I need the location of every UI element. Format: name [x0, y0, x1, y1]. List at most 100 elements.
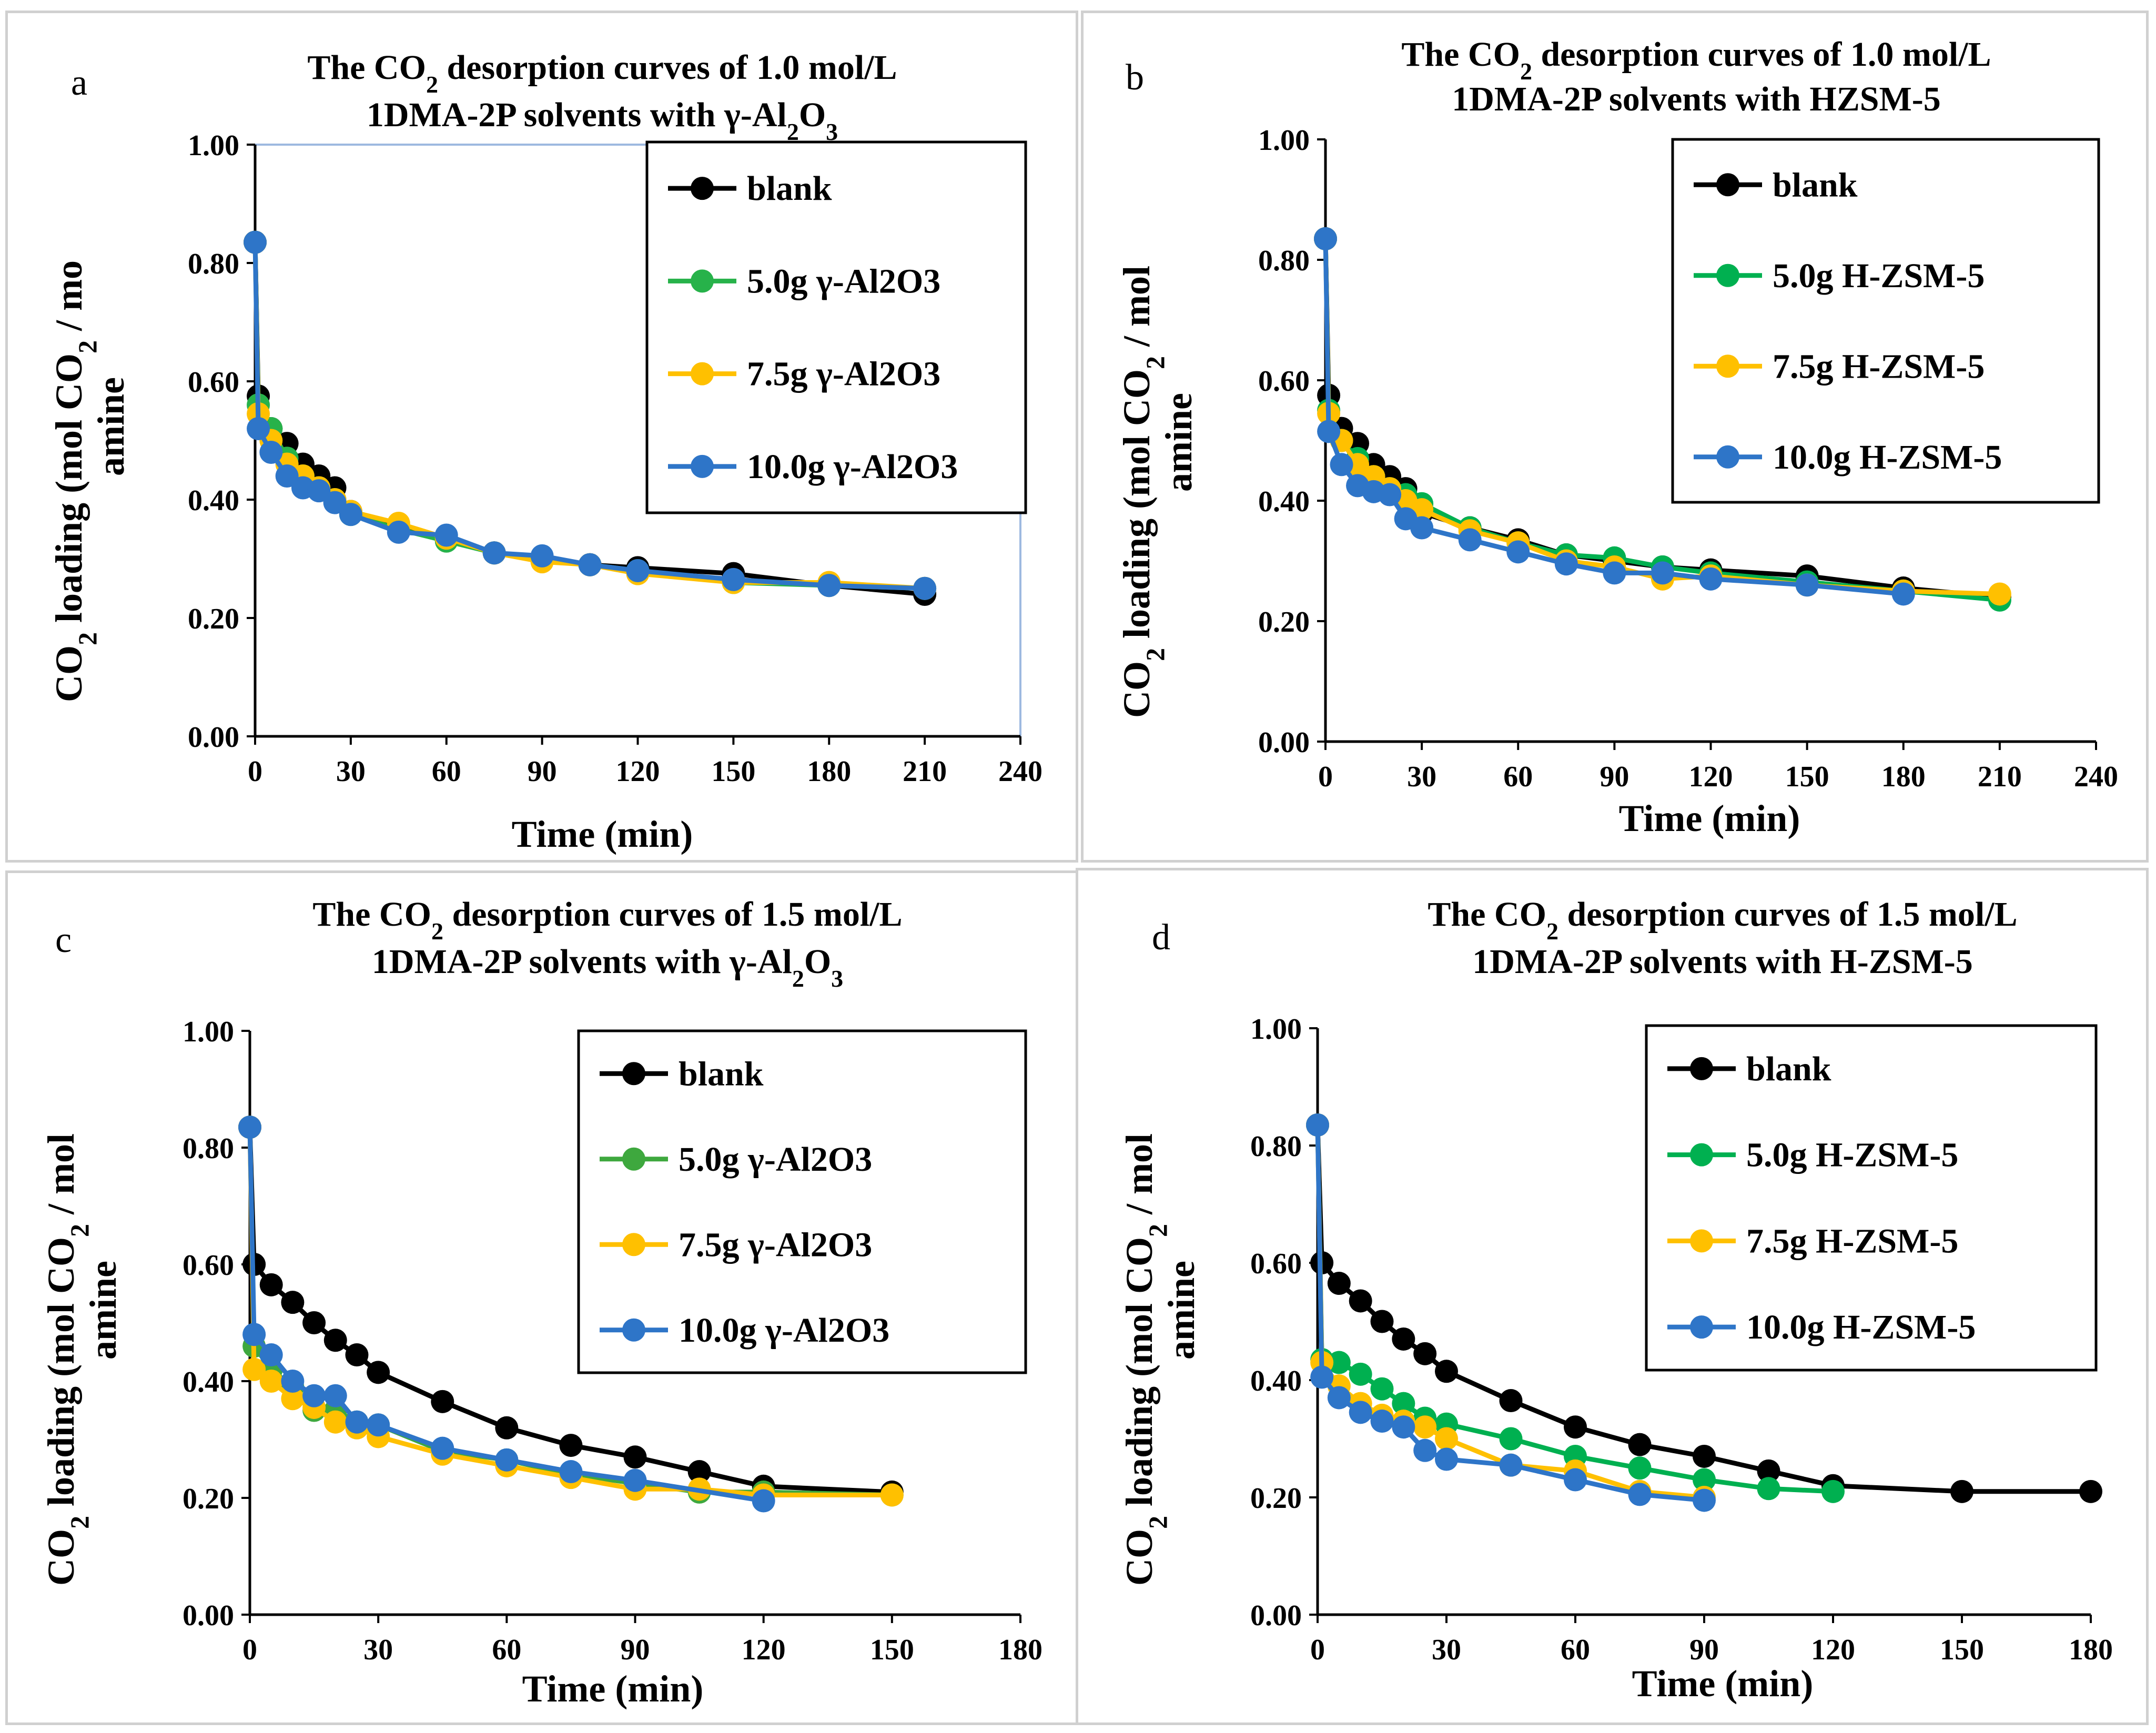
- data-point: [345, 1410, 369, 1434]
- data-point: [281, 1387, 305, 1411]
- data-point: [1392, 1392, 1415, 1415]
- data-point: [559, 1434, 583, 1457]
- legend-swatch-marker: [1716, 445, 1739, 469]
- data-point: [307, 479, 331, 503]
- data-point: [1821, 1479, 1845, 1503]
- x-tick-label: 180: [1881, 761, 1926, 793]
- y-tick-label: 0.20: [1250, 1482, 1302, 1515]
- y-axis-title: CO2 loading (mol CO2 / mol: [1116, 266, 1170, 718]
- data-point: [1564, 1415, 1587, 1439]
- y-axis-title-line2: amine: [1160, 1261, 1202, 1360]
- x-tick-label: 120: [616, 755, 660, 788]
- data-point: [1330, 453, 1353, 477]
- chart-title-line2: 1DMA-2P solvents with γ-Al2O3: [372, 942, 843, 992]
- x-tick-label: 0: [248, 755, 262, 788]
- x-tick-label: 90: [528, 755, 557, 788]
- data-point: [1693, 1444, 1716, 1468]
- y-tick-label: 0.60: [1250, 1248, 1302, 1280]
- y-axis-title-line2: amine: [1158, 393, 1200, 492]
- y-tick-label: 0.00: [188, 721, 239, 754]
- legend-entry: 5.0g γ-Al2O3: [747, 262, 940, 300]
- data-point: [1327, 1351, 1351, 1374]
- data-point: [323, 1384, 347, 1407]
- y-tick-label: 0.00: [1258, 726, 1310, 759]
- x-tick-label: 150: [711, 755, 755, 788]
- x-tick-label: 90: [1600, 761, 1629, 793]
- legend-box: [1671, 138, 2100, 504]
- legend-swatch-marker: [1690, 1315, 1713, 1339]
- x-tick-label: 210: [1978, 761, 2022, 793]
- legend-entry: 5.0g H-ZSM-5: [1746, 1136, 1958, 1174]
- x-tick-label: 240: [2074, 761, 2118, 793]
- chart-title-line1: The CO2 desorption curves of 1.5 mol/L: [312, 895, 902, 945]
- data-point: [323, 491, 347, 514]
- y-tick-label: 0.40: [183, 1366, 234, 1398]
- legend-entry: blank: [679, 1055, 764, 1093]
- x-tick-label: 30: [336, 755, 366, 788]
- data-point: [722, 567, 745, 591]
- data-point: [431, 1390, 454, 1413]
- chart-title-line1: The CO2 desorption curves of 1.0 mol/L: [307, 48, 897, 98]
- x-tick-label: 0: [1318, 761, 1333, 793]
- data-point: [1435, 1360, 1458, 1383]
- y-tick-label: 1.00: [188, 129, 239, 162]
- legend-entry: 7.5g γ-Al2O3: [747, 355, 940, 393]
- legend-swatch-marker: [691, 362, 714, 386]
- data-point: [2079, 1479, 2102, 1503]
- data-point: [1988, 582, 2011, 606]
- data-point: [1314, 227, 1337, 250]
- data-point: [1795, 573, 1819, 597]
- data-point: [1413, 1415, 1437, 1439]
- legend-swatch-marker: [1690, 1229, 1713, 1253]
- data-point: [1699, 567, 1723, 591]
- chart-c: c The CO2 desorption curves of 1.5 mol/L1…: [40, 895, 1042, 1710]
- y-tick-label: 0.60: [183, 1249, 234, 1282]
- data-point: [530, 544, 554, 567]
- x-tick-label: 180: [807, 755, 851, 788]
- data-point: [1370, 1310, 1394, 1333]
- data-point: [367, 1361, 390, 1384]
- data-point: [259, 1370, 283, 1393]
- data-point: [1950, 1479, 1973, 1503]
- y-tick-label: 0.40: [188, 484, 239, 517]
- legend-swatch-marker: [691, 177, 714, 200]
- y-tick-label: 0.40: [1258, 485, 1310, 518]
- y-tick-label: 1.00: [1250, 1013, 1302, 1046]
- data-point: [1346, 453, 1370, 477]
- legend-swatch-marker: [622, 1318, 645, 1342]
- x-tick-label: 30: [1432, 1634, 1461, 1666]
- chart-title-line2: 1DMA-2P solvents with H-ZSM-5: [1472, 942, 1972, 981]
- data-point: [880, 1483, 904, 1507]
- data-point: [1757, 1477, 1780, 1501]
- x-tick-label: 210: [903, 755, 947, 788]
- data-point: [559, 1460, 583, 1484]
- x-axis-title: Time (min): [1632, 1663, 1814, 1705]
- legend-swatch-marker: [1690, 1057, 1713, 1080]
- x-tick-label: 90: [621, 1634, 650, 1666]
- panel-letter: c: [55, 920, 72, 960]
- data-point: [1370, 1377, 1394, 1401]
- data-point: [431, 1436, 454, 1460]
- y-tick-label: 0.80: [1250, 1130, 1302, 1163]
- x-tick-label: 150: [1785, 761, 1829, 793]
- data-point: [367, 1413, 390, 1437]
- x-tick-label: 90: [1689, 1634, 1719, 1666]
- legend-swatch-marker: [1716, 354, 1739, 378]
- legend-swatch-marker: [691, 454, 714, 478]
- legend-entry: 10.0g H-ZSM-5: [1773, 438, 2002, 477]
- x-tick-label: 0: [1310, 1634, 1325, 1666]
- x-tick-label: 60: [1503, 761, 1533, 793]
- data-point: [1317, 420, 1341, 443]
- data-point: [1499, 1427, 1523, 1451]
- data-point: [623, 1445, 647, 1469]
- y-tick-label: 0.00: [1250, 1599, 1302, 1632]
- x-tick-label: 150: [1940, 1634, 1984, 1666]
- y-tick-label: 0.40: [1250, 1365, 1302, 1397]
- data-point: [1651, 561, 1674, 585]
- data-point: [1564, 1468, 1587, 1492]
- data-point: [913, 576, 937, 600]
- data-point: [1392, 1415, 1415, 1439]
- y-tick-label: 0.00: [183, 1599, 234, 1632]
- y-tick-label: 0.80: [1258, 245, 1310, 277]
